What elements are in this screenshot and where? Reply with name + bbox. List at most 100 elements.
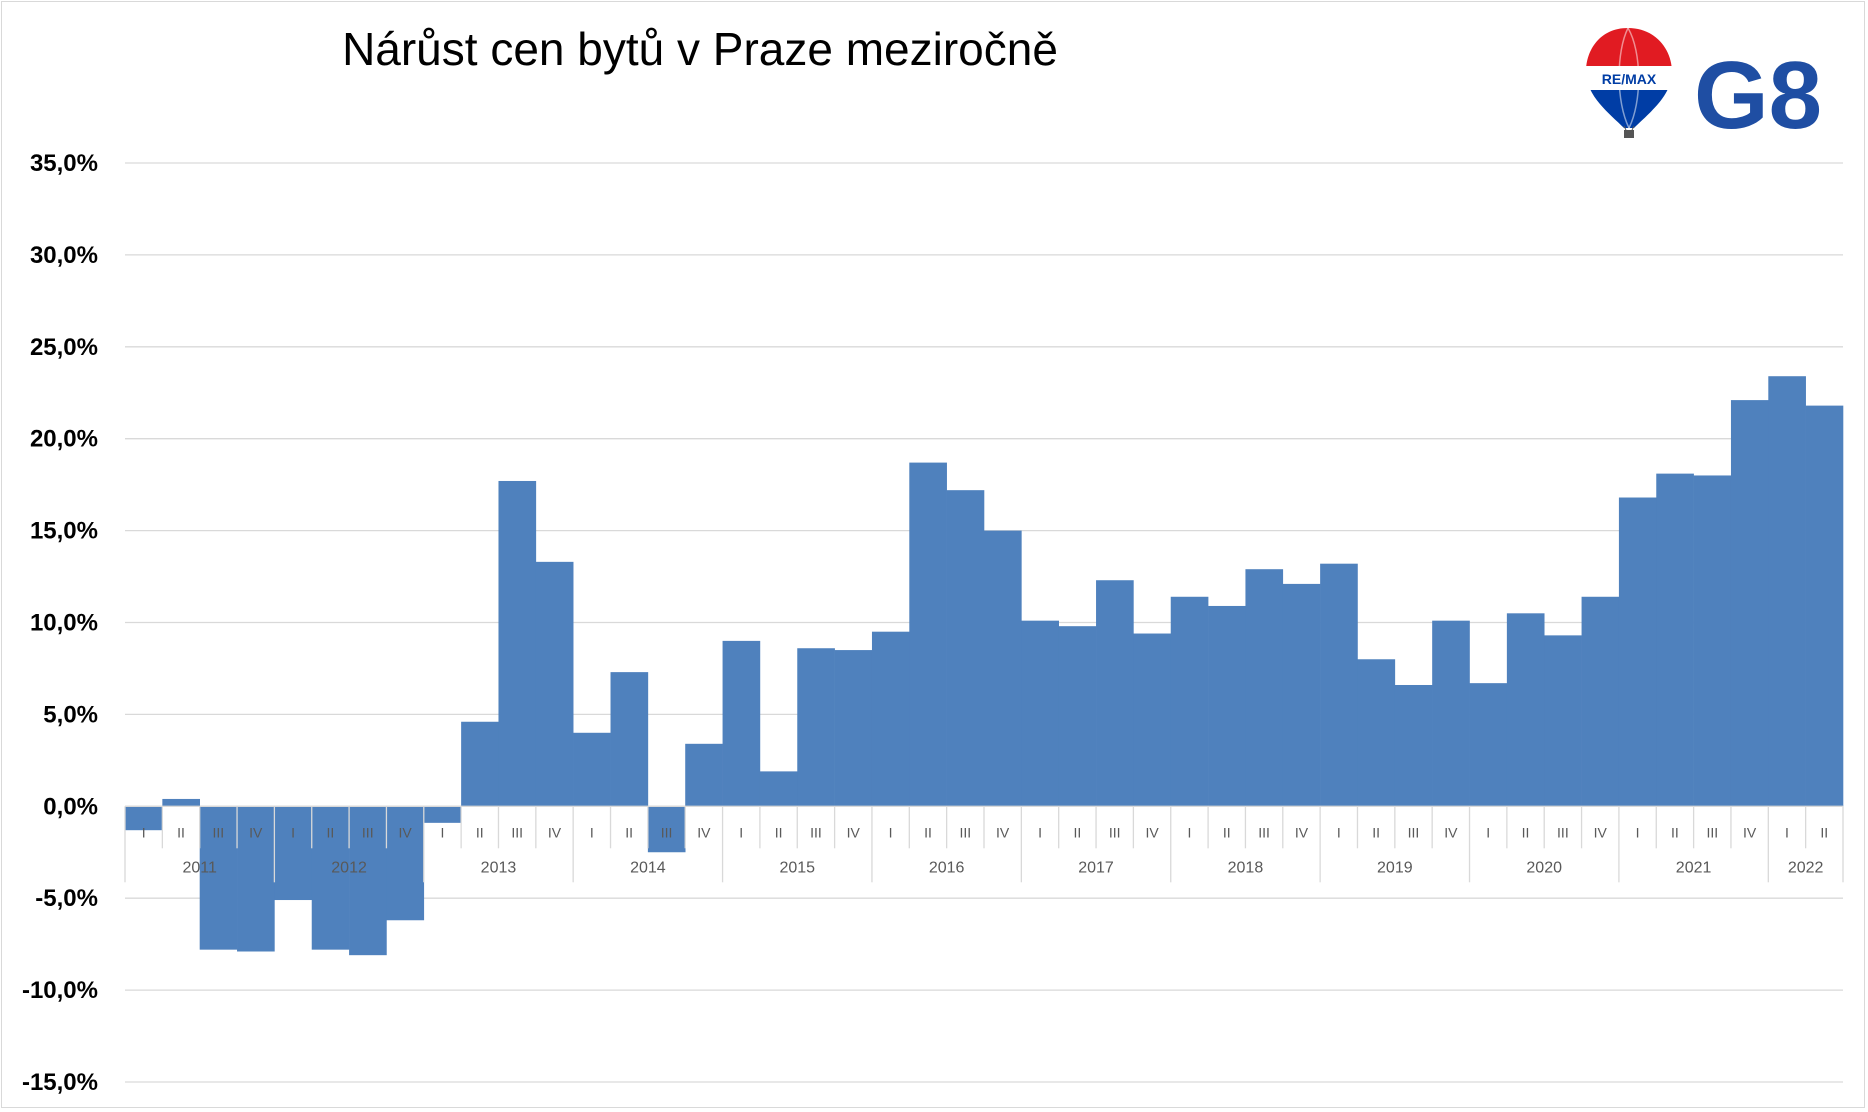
y-tick-label: 30,0% xyxy=(30,242,98,269)
quarter-tick-label: I xyxy=(1486,824,1490,840)
bar xyxy=(759,771,798,807)
year-tick-label: 2020 xyxy=(1526,859,1562,876)
bar xyxy=(1805,405,1844,807)
quarter-tick-label: III xyxy=(511,824,523,840)
quarter-tick-label: IV xyxy=(1743,824,1757,840)
bar xyxy=(1544,635,1582,807)
g8-text: G8 xyxy=(1694,42,1822,149)
bar xyxy=(946,490,985,807)
bar xyxy=(1282,583,1321,807)
remax-g8-logo: RE/MAX G8 xyxy=(1580,22,1840,152)
bar xyxy=(1357,659,1396,807)
quarter-tick-label: II xyxy=(924,824,932,840)
bar xyxy=(199,806,238,950)
y-tick-label: 15,0% xyxy=(30,518,98,545)
quarter-tick-label: II xyxy=(1820,824,1828,840)
year-tick-label: 2015 xyxy=(779,859,815,876)
bar xyxy=(909,462,947,807)
quarter-tick-label: III xyxy=(1109,824,1121,840)
quarter-tick-label: II xyxy=(476,824,484,840)
quarter-tick-label: III xyxy=(810,824,822,840)
quarter-tick-label: IV xyxy=(1594,824,1608,840)
bar xyxy=(1133,633,1172,807)
quarter-tick-label: II xyxy=(625,824,633,840)
quarter-tick-label: II xyxy=(177,824,185,840)
y-tick-label: 35,0% xyxy=(30,150,98,177)
bar xyxy=(1693,475,1732,807)
bar xyxy=(274,806,313,901)
y-tick-label: -10,0% xyxy=(22,977,98,1004)
y-tick-label: 0,0% xyxy=(43,793,98,820)
y-tick-label: -15,0% xyxy=(22,1069,98,1096)
quarter-tick-label: IV xyxy=(1145,824,1159,840)
bar xyxy=(237,806,275,952)
bar xyxy=(461,721,499,807)
y-tick-label: 20,0% xyxy=(30,426,98,453)
quarter-tick-label: III xyxy=(1557,824,1569,840)
y-tick-label: 25,0% xyxy=(30,334,98,361)
year-tick-label: 2018 xyxy=(1228,859,1264,876)
quarter-tick-label: II xyxy=(1223,824,1231,840)
chart-title: Nárůst cen bytů v Praze meziročně xyxy=(342,23,1058,75)
year-tick-label: 2022 xyxy=(1788,859,1824,876)
bar xyxy=(573,732,611,807)
quarter-tick-label: I xyxy=(142,824,146,840)
quarter-tick-label: III xyxy=(1408,824,1420,840)
bar xyxy=(797,648,835,807)
quarter-tick-label: I xyxy=(1785,824,1789,840)
bar xyxy=(386,806,425,921)
bar xyxy=(311,806,350,950)
bar xyxy=(1170,596,1209,807)
quarter-tick-label: I xyxy=(1038,824,1042,840)
year-tick-label: 2017 xyxy=(1078,859,1114,876)
quarter-tick-label: II xyxy=(775,824,783,840)
y-tick-label: 10,0% xyxy=(30,610,98,637)
quarter-tick-label: II xyxy=(1671,824,1679,840)
quarter-tick-label: IV xyxy=(548,824,562,840)
quarter-tick-label: IV xyxy=(398,824,412,840)
quarter-tick-label: IV xyxy=(847,824,861,840)
year-tick-label: 2016 xyxy=(929,859,965,876)
bar xyxy=(125,806,163,831)
y-tick-label: 5,0% xyxy=(43,701,98,728)
bar xyxy=(647,806,686,853)
bar xyxy=(722,640,761,807)
quarter-tick-label: III xyxy=(1706,824,1718,840)
bar xyxy=(1506,613,1545,807)
bar xyxy=(1618,497,1657,807)
quarter-tick-label: IV xyxy=(1295,824,1309,840)
quarter-tick-label: I xyxy=(291,824,295,840)
remax-text: RE/MAX xyxy=(1602,71,1657,87)
quarter-tick-label: IV xyxy=(996,824,1010,840)
quarter-tick-label: II xyxy=(1372,824,1380,840)
quarter-tick-label: I xyxy=(739,824,743,840)
bar xyxy=(834,650,873,807)
bar xyxy=(162,798,200,807)
quarter-tick-label: I xyxy=(1636,824,1640,840)
quarter-tick-label: I xyxy=(590,824,594,840)
bar xyxy=(1768,376,1806,807)
quarter-tick-label: I xyxy=(1187,824,1191,840)
year-tick-label: 2011 xyxy=(182,859,217,876)
y-tick-label: -5,0% xyxy=(35,885,98,912)
quarter-tick-label: III xyxy=(213,824,225,840)
bar xyxy=(1730,400,1769,807)
year-tick-label: 2021 xyxy=(1676,859,1712,876)
quarter-tick-label: I xyxy=(1337,824,1341,840)
bar xyxy=(423,806,462,823)
bar xyxy=(1581,596,1620,807)
quarter-tick-label: II xyxy=(1073,824,1081,840)
year-tick-label: 2013 xyxy=(481,859,517,876)
quarter-tick-label: III xyxy=(661,824,673,840)
quarter-tick-label: IV xyxy=(249,824,263,840)
quarter-tick-label: IV xyxy=(697,824,711,840)
bar xyxy=(610,672,649,807)
bar xyxy=(1394,684,1433,807)
bar xyxy=(535,561,574,807)
bar xyxy=(1021,620,1059,807)
year-tick-label: 2019 xyxy=(1377,859,1413,876)
quarter-tick-label: III xyxy=(1258,824,1270,840)
bar xyxy=(349,806,387,956)
